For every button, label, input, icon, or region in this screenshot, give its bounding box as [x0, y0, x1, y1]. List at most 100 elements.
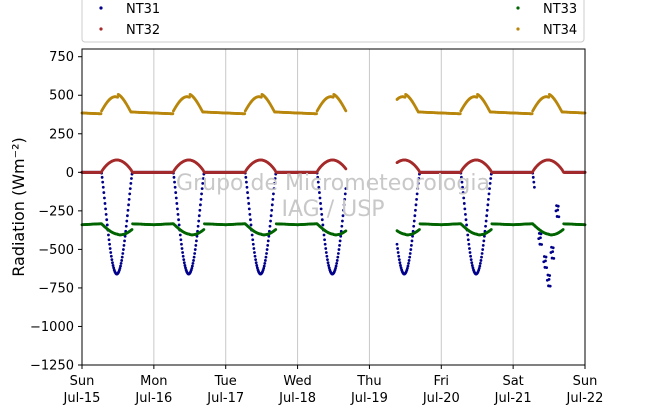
data-point: [109, 254, 113, 258]
legend-frame: [81, 0, 585, 43]
data-point: [174, 196, 178, 200]
data-point: [408, 255, 412, 259]
data-point: [461, 185, 464, 189]
legend-label-nt34: NT34: [543, 23, 577, 38]
data-point: [246, 191, 249, 194]
data-point: [338, 243, 341, 247]
data-point: [344, 229, 348, 233]
data-point: [484, 219, 488, 223]
data-point: [467, 242, 471, 246]
data-point: [102, 191, 106, 194]
x-tick-day: Sat: [502, 374, 523, 389]
data-point: [551, 250, 555, 254]
data-point: [263, 259, 267, 262]
data-point: [414, 208, 417, 212]
data-point: [104, 212, 108, 216]
data-point: [274, 228, 278, 231]
data-point: [273, 177, 277, 180]
data-point: [175, 202, 179, 205]
data-point: [130, 228, 134, 231]
data-point: [103, 196, 106, 200]
x-tick-day: Sun: [573, 374, 598, 389]
data-point: [336, 255, 340, 259]
legend-marker-nt33: [516, 6, 520, 10]
data-point: [272, 192, 275, 196]
data-point: [243, 112, 247, 116]
data-point: [200, 187, 204, 190]
data-point: [173, 185, 177, 189]
data-point: [111, 261, 114, 265]
data-point: [273, 182, 276, 185]
data-point: [324, 247, 328, 250]
data-point: [178, 233, 182, 237]
data-point: [460, 180, 464, 184]
x-tick-day: Tue: [214, 374, 237, 389]
data-point: [320, 212, 324, 216]
data-point: [265, 248, 269, 251]
y-tick-label: −250: [38, 204, 74, 219]
data-point: [199, 203, 202, 207]
data-point: [109, 251, 113, 254]
data-point: [530, 112, 534, 116]
data-point: [396, 251, 400, 254]
data-point: [247, 202, 251, 205]
data-point: [318, 191, 321, 194]
data-point: [125, 219, 129, 223]
data-point: [191, 262, 195, 265]
data-point: [195, 239, 198, 243]
data-point: [460, 175, 463, 179]
data-point: [316, 175, 320, 179]
data-point: [397, 258, 401, 262]
data-point: [244, 175, 248, 179]
data-point: [488, 182, 492, 185]
data-point: [183, 264, 187, 267]
data-point: [323, 242, 327, 246]
data-point: [340, 224, 344, 228]
legend-marker-nt31: [99, 6, 103, 10]
data-point: [111, 264, 115, 267]
data-point: [548, 274, 552, 277]
data-point: [468, 251, 472, 254]
legend-label-nt31: NT31: [126, 2, 160, 17]
data-point: [545, 266, 549, 270]
data-point: [461, 191, 465, 194]
data-point: [337, 248, 341, 251]
series-nt34: [80, 93, 587, 116]
legend-label-nt32: NT32: [126, 23, 160, 38]
data-point: [119, 264, 122, 268]
data-point: [182, 258, 186, 262]
data-point: [200, 192, 203, 196]
data-point: [192, 255, 196, 259]
data-point: [486, 203, 490, 207]
x-tick-date: Jul-19: [350, 391, 388, 406]
data-point: [110, 258, 114, 262]
data-point: [489, 177, 493, 180]
data-point: [248, 212, 252, 216]
data-point: [335, 262, 339, 265]
data-point: [412, 219, 416, 223]
data-point: [128, 192, 132, 196]
data-point: [105, 223, 109, 227]
legend: NT31 NT32 NT33 NT34: [81, 0, 585, 43]
data-point: [123, 239, 126, 243]
data-point: [410, 239, 414, 243]
y-tick-label: −1000: [30, 320, 74, 335]
data-point: [127, 197, 131, 201]
data-point: [107, 233, 110, 237]
data-point: [118, 266, 122, 270]
data-point: [196, 224, 200, 228]
data-point: [318, 196, 322, 200]
data-point: [484, 224, 487, 228]
data-point: [414, 203, 418, 207]
data-point: [466, 238, 470, 242]
data-point: [104, 207, 107, 211]
data-point: [325, 254, 329, 258]
data-point: [464, 212, 467, 216]
data-point: [180, 247, 184, 250]
data-point: [250, 233, 254, 237]
data-point: [544, 259, 547, 263]
series-nt33: [80, 222, 587, 237]
data-point: [126, 208, 130, 212]
legend-label-nt33: NT33: [543, 2, 577, 17]
data-point: [399, 264, 402, 267]
